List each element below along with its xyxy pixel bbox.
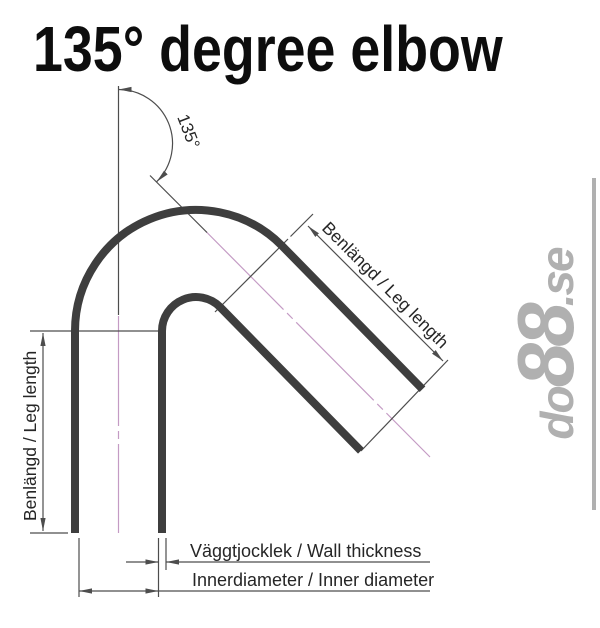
diagonal-leg-witness-bottom [360,359,449,452]
angle-extension-diagonal-line [149,175,208,233]
watermark-suffix: .se [531,248,583,307]
tube-inner-wall [158,293,364,533]
do88-watermark: do 88 .se [500,178,596,510]
page-title: 135° degree elbow [33,13,503,85]
diagonal-leg-dimension-line [307,225,444,362]
watermark-number: 88 [501,306,590,388]
tube-outer-wall [71,205,426,533]
watermark-prefix: do [531,387,583,440]
centerline-diagonal-leg [205,231,431,458]
angle-label: 135° [173,112,203,152]
inner-diameter-label: Innerdiameter / Inner diameter [192,570,434,590]
vertical-leg-length-label: Benlängd / Leg length [20,351,40,521]
diagonal-leg-witness-top [290,213,314,237]
diagonal-leg-length-label: Benlängd / Leg length [318,218,453,353]
wall-thickness-label: Väggtjocklek / Wall thickness [190,541,421,561]
tangent-line-diagonal-leg [214,238,289,313]
angle-arc [118,86,174,183]
